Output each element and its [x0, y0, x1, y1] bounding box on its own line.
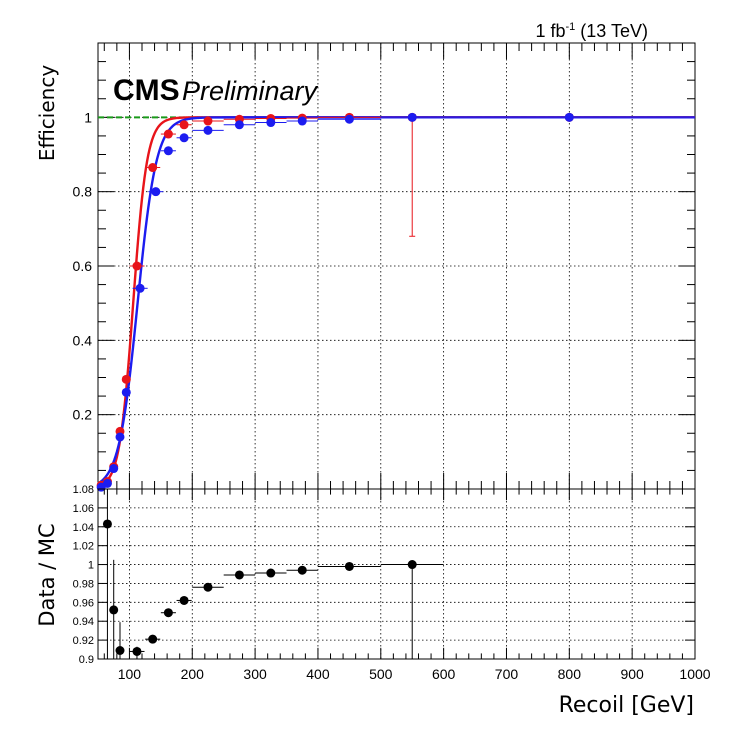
x-tick-label: 900 — [620, 666, 644, 682]
data-point-1 — [163, 146, 173, 156]
ratio-point — [115, 646, 125, 655]
ratio-point — [179, 595, 189, 605]
ratio-point — [234, 570, 244, 580]
x-tick-label: 800 — [558, 666, 582, 682]
ratio-point — [109, 605, 119, 615]
ratio-point — [148, 634, 158, 644]
lower-y-tick-label: 0.98 — [73, 578, 94, 590]
ratio-point — [344, 561, 354, 571]
upper-ticks: 0.2 0.4 0.6 0.8 1 — [73, 43, 696, 489]
x-tick-label: 500 — [369, 666, 393, 682]
data-point-1 — [407, 112, 417, 122]
x-tick-label: 1000 — [679, 666, 710, 682]
lumi-prefix: 1 fb — [535, 21, 565, 41]
lower-y-tick-label: 1.08 — [73, 484, 94, 496]
ratio-point — [163, 608, 173, 618]
efficiency-points — [96, 112, 695, 492]
x-tick-label: 600 — [432, 666, 456, 682]
data-point-1 — [109, 464, 119, 474]
lower-y-tick-label: 1 — [88, 560, 94, 572]
data-point-1 — [102, 478, 112, 488]
upper-y-tick-label: 0.8 — [73, 184, 93, 200]
x-tick-label: 200 — [181, 666, 205, 682]
lower-y-tick-label: 1.04 — [73, 522, 94, 534]
upper-y-tick-label: 0.4 — [73, 332, 93, 348]
x-tick-label: 300 — [243, 666, 267, 682]
lumi-suffix: (13 TeV) — [575, 21, 648, 41]
lower-y-tick-label: 1.06 — [73, 503, 94, 515]
data-point-0 — [179, 120, 189, 130]
lumi-label: 1 fb-1 (13 TeV) — [535, 21, 648, 41]
fit-curve-0 — [97, 116, 695, 488]
data-point-0 — [121, 374, 131, 384]
x-axis-label: Recoil [GeV] — [559, 693, 694, 718]
lower-ticks: 100 200 300 400 500 600 700 800 900 1000 0.9 0.92 0.… — [73, 484, 711, 682]
data-point-1 — [344, 114, 354, 124]
lower-y-tick-label: 0.94 — [73, 616, 94, 628]
experiment-name: CMS — [113, 74, 180, 107]
data-point-1 — [151, 187, 161, 197]
lower-y-tick-label: 0.9 — [79, 654, 94, 666]
lumi-exponent: -1 — [566, 21, 576, 33]
data-point-0 — [148, 163, 158, 173]
upper-y-tick-label: 1 — [84, 109, 92, 125]
data-point-0 — [132, 261, 142, 271]
ratio-point — [266, 568, 276, 578]
upper-plot-frame — [97, 42, 696, 490]
lower-y-tick-label: 1.02 — [73, 541, 94, 553]
preliminary-label: Preliminary — [182, 76, 319, 106]
ratio-point — [407, 560, 417, 570]
data-point-1 — [115, 432, 125, 442]
ratio-point — [102, 519, 112, 529]
ratio-point — [132, 646, 142, 656]
x-tick-label: 700 — [495, 666, 519, 682]
data-point-0 — [163, 129, 173, 139]
lower-y-tick-label: 0.92 — [73, 635, 94, 647]
data-point-1 — [266, 118, 276, 128]
lower-grid — [98, 489, 695, 659]
data-point-1 — [179, 133, 189, 143]
data-point-1 — [564, 112, 574, 122]
upper-grid — [98, 43, 695, 489]
ratio-point — [297, 565, 307, 575]
lower-plot-frame — [97, 488, 696, 660]
ratio-point — [203, 582, 213, 592]
fit-curves — [97, 116, 695, 488]
lower-y-tick-label: 0.96 — [73, 597, 94, 609]
ratio-points — [102, 489, 444, 659]
data-point-0 — [203, 116, 213, 126]
upper-y-axis-label: Efficiency — [35, 65, 59, 162]
data-point-1 — [234, 120, 244, 130]
data-point-1 — [135, 283, 145, 293]
fit-curve-1 — [97, 116, 695, 485]
data-point-1 — [297, 116, 307, 126]
upper-y-tick-label: 0.6 — [73, 258, 93, 274]
x-tick-label: 400 — [306, 666, 330, 682]
data-point-1 — [203, 125, 213, 135]
data-point-1 — [121, 387, 131, 397]
x-tick-label: 100 — [118, 666, 142, 682]
upper-y-tick-label: 0.2 — [73, 407, 93, 423]
lower-y-axis-label: Data / MC — [35, 523, 59, 626]
cms-label: CMS Preliminary — [113, 74, 319, 107]
